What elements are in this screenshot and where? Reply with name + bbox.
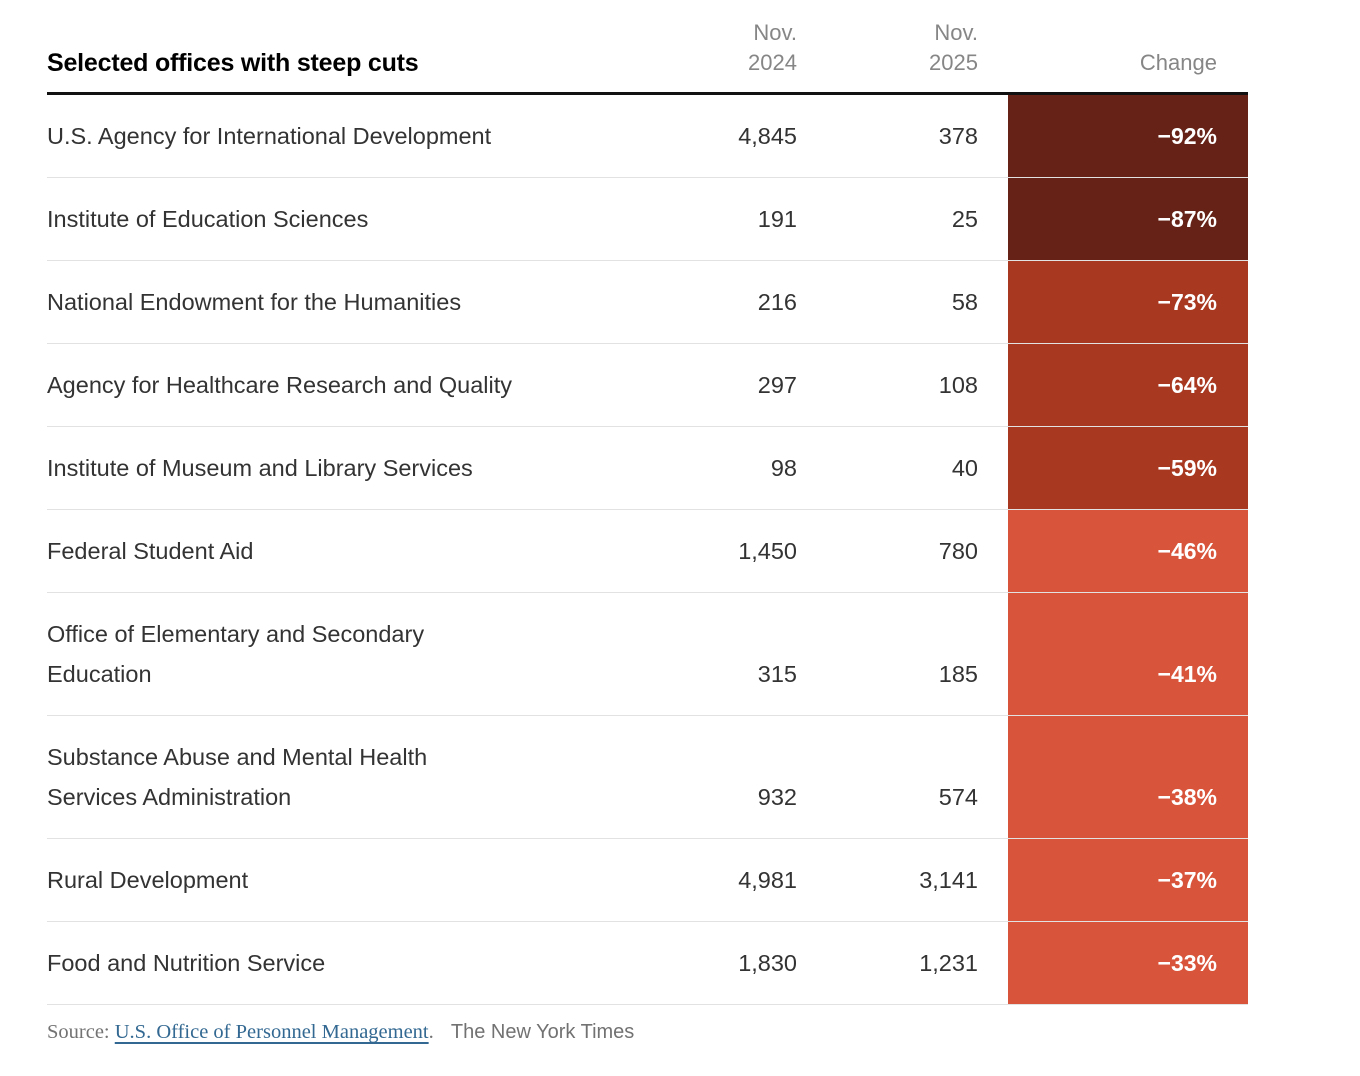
value-2025-cell: 1,231 [797,921,978,1005]
value-2024-cell: 1,830 [647,921,797,1005]
office-name-cell: Rural Development [47,838,647,922]
table-body: U.S. Agency for International Developmen… [47,93,1248,1005]
table-row: Substance Abuse and Mental Health Servic… [47,715,1248,839]
column-header-nov-2024: Nov. 2024 [647,0,797,95]
change-cell: −92% [1008,93,1248,178]
value-2025-cell: 25 [797,177,978,261]
table-row: Institute of Museum and Library Services… [47,426,1248,510]
table-row: Rural Development 4,981 3,141 −37% [47,838,1248,922]
value-2025-cell: 108 [797,343,978,427]
office-name-cell: Institute of Museum and Library Services [47,426,647,510]
office-name-cell: Substance Abuse and Mental Health Servic… [47,715,647,839]
source-link[interactable]: U.S. Office of Personnel Management [114,1021,429,1043]
change-cell: −41% [1008,592,1248,716]
change-cell: −73% [1008,260,1248,344]
spacer-cell [978,715,1008,839]
table-row: Agency for Healthcare Research and Quali… [47,343,1248,427]
office-name-cell: U.S. Agency for International Developmen… [47,93,647,178]
spacer-cell [978,93,1008,178]
value-2024-cell: 315 [647,592,797,716]
value-2025-cell: 40 [797,426,978,510]
table-title: Selected offices with steep cuts [47,0,647,95]
source-line: Source: U.S. Office of Personnel Managem… [47,1021,1248,1044]
cuts-table: Selected offices with steep cuts Nov. 20… [47,0,1248,1005]
office-name-cell: Office of Elementary and Secondary Educa… [47,592,647,716]
spacer-cell [978,838,1008,922]
office-name-cell: Federal Student Aid [47,509,647,593]
change-cell: −64% [1008,343,1248,427]
spacer-cell [978,921,1008,1005]
table-row: Institute of Education Sciences 191 25 −… [47,177,1248,261]
credit-text: The New York Times [450,1021,635,1043]
office-name-cell: Food and Nutrition Service [47,921,647,1005]
change-cell: −37% [1008,838,1248,922]
table-row: National Endowment for the Humanities 21… [47,260,1248,344]
column-header-spacer [978,0,1008,95]
table-row: U.S. Agency for International Developmen… [47,93,1248,178]
change-cell: −87% [1008,177,1248,261]
table-header: Selected offices with steep cuts Nov. 20… [47,0,1248,95]
value-2024-cell: 932 [647,715,797,839]
table-row: Federal Student Aid 1,450 780 −46% [47,509,1248,593]
chart-container: Selected offices with steep cuts Nov. 20… [47,0,1248,1044]
table-row: Office of Elementary and Secondary Educa… [47,592,1248,716]
spacer-cell [978,260,1008,344]
value-2025-cell: 58 [797,260,978,344]
value-2025-cell: 780 [797,509,978,593]
spacer-cell [978,426,1008,510]
value-2024-cell: 1,450 [647,509,797,593]
value-2025-cell: 378 [797,93,978,178]
spacer-cell [978,343,1008,427]
change-cell: −46% [1008,509,1248,593]
office-name-cell: National Endowment for the Humanities [47,260,647,344]
value-2024-cell: 191 [647,177,797,261]
column-header-change: Change [1008,0,1248,95]
spacer-cell [978,177,1008,261]
source-period: . [428,1021,434,1043]
value-2025-cell: 3,141 [797,838,978,922]
value-2024-cell: 4,981 [647,838,797,922]
source-label: Source: [47,1021,110,1043]
spacer-cell [978,509,1008,593]
change-cell: −38% [1008,715,1248,839]
value-2024-cell: 297 [647,343,797,427]
value-2024-cell: 98 [647,426,797,510]
value-2024-cell: 216 [647,260,797,344]
spacer-cell [978,592,1008,716]
office-name-cell: Agency for Healthcare Research and Quali… [47,343,647,427]
change-cell: −33% [1008,921,1248,1005]
value-2024-cell: 4,845 [647,93,797,178]
value-2025-cell: 185 [797,592,978,716]
change-cell: −59% [1008,426,1248,510]
value-2025-cell: 574 [797,715,978,839]
column-header-nov-2025: Nov. 2025 [797,0,978,95]
office-name-cell: Institute of Education Sciences [47,177,647,261]
table-row: Food and Nutrition Service 1,830 1,231 −… [47,921,1248,1005]
